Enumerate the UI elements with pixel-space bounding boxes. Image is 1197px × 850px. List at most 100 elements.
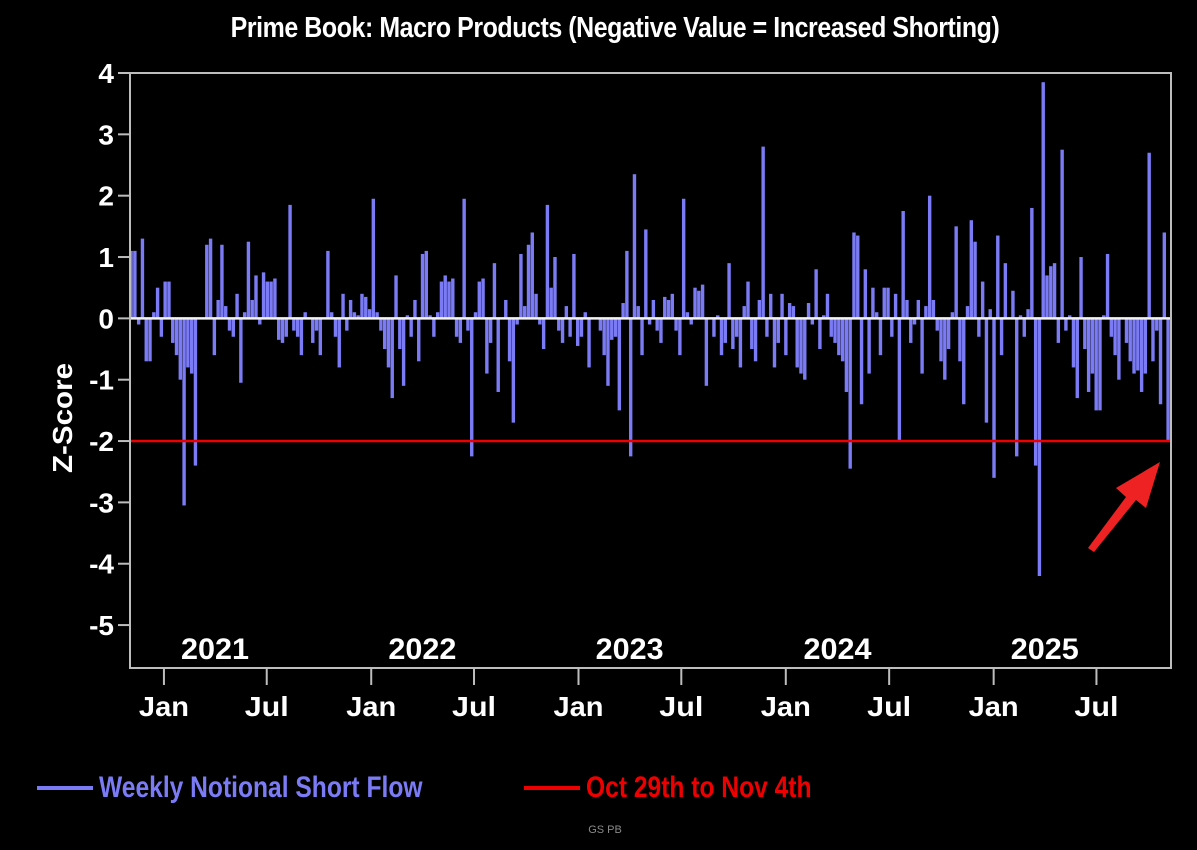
bar [1022, 318, 1026, 337]
bar [538, 318, 542, 325]
y-tick-label: 4 [98, 58, 114, 89]
bar [814, 269, 818, 319]
bar [311, 318, 315, 343]
bar [258, 318, 262, 325]
bar [874, 312, 879, 319]
bar [447, 281, 451, 319]
bar [462, 198, 466, 319]
y-tick-label: 0 [98, 303, 114, 334]
bar [628, 318, 633, 457]
x-year-label: 2025 [1011, 633, 1079, 666]
y-tick-label: 3 [98, 119, 114, 150]
bar [909, 318, 913, 343]
bar [171, 318, 175, 343]
bar [549, 287, 553, 319]
bar [787, 303, 792, 319]
bar [1026, 309, 1030, 319]
bar [712, 318, 716, 337]
bar [269, 281, 273, 319]
bar [1075, 318, 1079, 399]
bar [943, 318, 947, 380]
bar [693, 287, 697, 319]
bar [261, 272, 266, 319]
bar [1155, 318, 1159, 331]
y-tick-label: -5 [89, 610, 114, 641]
bar [560, 318, 565, 343]
bar [329, 312, 334, 319]
legend-swatch-blue-line [37, 786, 93, 790]
bar [882, 287, 886, 319]
bar [1045, 275, 1049, 319]
bar [159, 318, 164, 337]
bar [496, 318, 500, 392]
bar [753, 318, 758, 362]
y-tick-label: -1 [89, 365, 114, 396]
bar [1136, 318, 1140, 371]
bar [659, 318, 663, 343]
bar [716, 315, 720, 319]
bar [863, 269, 868, 319]
bar [916, 299, 921, 319]
bar [1139, 318, 1144, 392]
bar [208, 238, 213, 319]
bar [511, 318, 516, 423]
bar [678, 318, 682, 356]
bar [326, 250, 330, 319]
bar [458, 318, 463, 343]
bar [1037, 318, 1042, 576]
bar [481, 278, 485, 319]
bar [526, 244, 531, 319]
bar [557, 318, 561, 331]
bar [473, 312, 478, 319]
bar [1151, 318, 1155, 362]
bar [640, 318, 644, 356]
bar [621, 303, 625, 319]
bar [871, 287, 875, 319]
bar [632, 174, 637, 319]
bar [1041, 82, 1045, 319]
bar [575, 318, 580, 346]
bar [670, 293, 675, 319]
bar [1052, 263, 1057, 319]
bar [651, 299, 656, 319]
x-axis: Jan Jul Jan Jul Jan Jul Jan Jul Jan Jul 2021 2022 20… [139, 633, 1119, 722]
bar [466, 318, 470, 331]
bar [398, 318, 402, 350]
bar [962, 318, 966, 405]
bar [470, 318, 474, 457]
bar [435, 312, 440, 319]
bar [337, 318, 341, 368]
bar [341, 293, 345, 319]
y-tick-label: 1 [98, 242, 114, 273]
bar [992, 318, 996, 478]
bar [946, 318, 951, 350]
bar [761, 146, 765, 319]
x-year-label: 2022 [388, 633, 456, 666]
bar [980, 281, 985, 319]
y-tick-label: -4 [89, 549, 114, 580]
bar [1094, 318, 1098, 411]
bar [723, 318, 727, 343]
bar [689, 318, 693, 325]
bar [587, 318, 591, 368]
bar [364, 296, 368, 319]
bar [780, 293, 784, 319]
bar [1124, 318, 1129, 343]
bar [1015, 318, 1019, 457]
bar [314, 318, 319, 331]
bar [666, 299, 671, 319]
bar [837, 318, 841, 356]
bar [1098, 318, 1102, 411]
plot-frame [129, 72, 1172, 669]
bar [878, 318, 883, 356]
bar [254, 275, 258, 319]
bar [893, 293, 898, 319]
bar [999, 318, 1004, 356]
x-year-label: 2024 [803, 633, 871, 666]
x-tick-label: Jan [969, 691, 1019, 722]
x-tick-label: Jul [1074, 691, 1118, 722]
bar [189, 318, 194, 374]
bar [333, 318, 338, 337]
bar [598, 318, 603, 331]
bar [360, 293, 364, 319]
